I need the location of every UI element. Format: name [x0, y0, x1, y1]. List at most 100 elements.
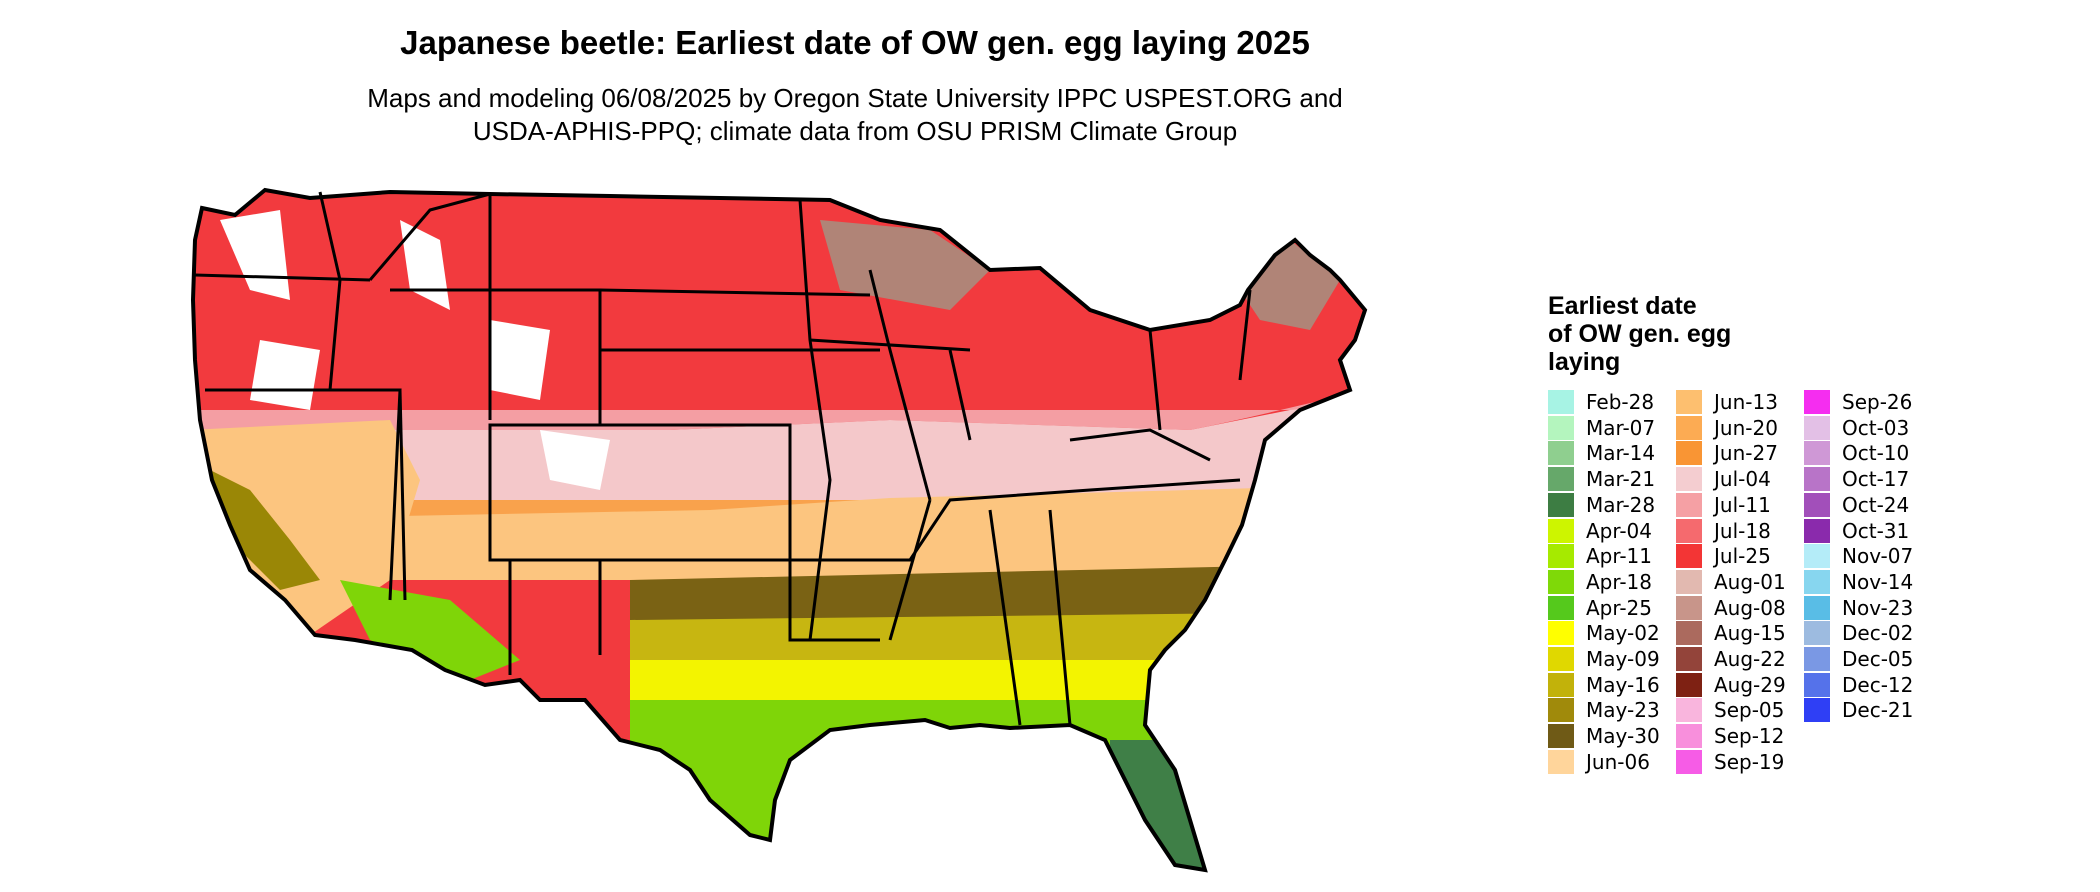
legend-label: Jul-11 [1714, 492, 1771, 517]
border-nv-ut [398, 389, 407, 601]
legend-swatch [1676, 749, 1702, 774]
band-light-pink [193, 390, 1365, 500]
legend-swatch [1676, 647, 1702, 671]
legend-swatch [1804, 595, 1830, 620]
legend-label: Oct-31 [1842, 518, 1910, 543]
legend-swatch [1804, 621, 1830, 646]
border-wi-il [868, 269, 932, 501]
legend-swatch [1548, 415, 1574, 440]
legend-item: Jul-11 [1676, 492, 1771, 517]
legend-label: Jun-06 [1586, 749, 1650, 774]
legend-title-line-3: laying [1548, 348, 1621, 376]
legend-label: Nov-14 [1842, 569, 1914, 594]
legend-item: Oct-31 [1804, 518, 1910, 543]
legend-item: Sep-26 [1804, 390, 1912, 414]
legend-swatch [1804, 492, 1830, 517]
legend-swatch [1548, 724, 1574, 749]
legend-item: Nov-07 [1804, 544, 1914, 569]
legend-swatch [1548, 672, 1574, 697]
legend-label: Apr-11 [1586, 544, 1652, 569]
legend-title-line-2: of OW gen. egg [1548, 320, 1732, 348]
legend-label: Dec-21 [1842, 698, 1914, 723]
legend-swatch [1548, 492, 1574, 517]
legend-label: May-16 [1586, 672, 1660, 697]
patch-colorado [540, 430, 610, 490]
patch-maine [1240, 240, 1340, 330]
legend-label: Oct-24 [1842, 492, 1910, 517]
band-florida [1110, 740, 1210, 870]
legend-label: Mar-07 [1586, 415, 1656, 440]
border-ok [788, 425, 880, 642]
legend-item: Mar-07 [1548, 415, 1656, 440]
legend-label: Feb-28 [1586, 390, 1655, 414]
legend-swatch [1676, 569, 1702, 594]
legend-swatch [1804, 544, 1830, 569]
legend-item: Nov-14 [1804, 569, 1914, 594]
legend-swatch [1676, 467, 1702, 492]
band-pink [193, 360, 1365, 430]
legend-label: May-30 [1586, 724, 1660, 749]
legend-swatch [1548, 390, 1574, 414]
legend-swatch [1548, 544, 1574, 569]
legend-swatch [1548, 698, 1574, 723]
legend-item: Jun-27 [1676, 441, 1778, 466]
legend-item: Dec-12 [1804, 672, 1914, 697]
legend-swatch [1804, 390, 1830, 414]
legend-swatch [1804, 518, 1830, 543]
legend-label: Aug-22 [1714, 647, 1786, 671]
subtitle-line-1: Maps and modeling 06/08/2025 by Oregon S… [367, 83, 1343, 113]
legend-swatch [1548, 647, 1574, 671]
legend-label: Aug-08 [1714, 595, 1786, 620]
legend-item: Oct-24 [1804, 492, 1910, 517]
legend-label: Nov-07 [1842, 544, 1914, 569]
legend-label: Sep-12 [1714, 724, 1785, 749]
legend-item: Aug-29 [1676, 672, 1786, 697]
border-id-west [318, 191, 342, 391]
legend-label: Aug-15 [1714, 621, 1786, 646]
map-title: Japanese beetle: Earliest date of OW gen… [400, 24, 1310, 61]
legend-item: Nov-23 [1804, 595, 1913, 620]
legend-item: Dec-21 [1804, 698, 1914, 723]
legend-item: Dec-02 [1804, 621, 1914, 646]
legend-label: Sep-19 [1714, 749, 1785, 774]
legend-item: Jul-04 [1676, 467, 1771, 492]
legend-item: Dec-05 [1804, 647, 1913, 671]
legend-item: Aug-08 [1676, 595, 1786, 620]
legend-label: Apr-18 [1586, 569, 1652, 594]
legend-label: Oct-17 [1842, 467, 1910, 492]
legend-swatch [1804, 647, 1830, 671]
legend-title-line-1: Earliest date [1548, 292, 1697, 320]
legend-label: May-23 [1586, 698, 1660, 723]
band-gulf-green [630, 700, 1365, 870]
legend-label: Dec-12 [1842, 672, 1914, 697]
legend-item: Aug-01 [1676, 569, 1786, 594]
legend-item: Sep-05 [1676, 698, 1785, 723]
legend-item: Oct-17 [1804, 467, 1910, 492]
legend-label: Mar-14 [1586, 441, 1656, 466]
legend-swatch [1548, 467, 1574, 492]
band-tan [193, 480, 1365, 580]
legend-swatch [1676, 672, 1702, 697]
legend-label: Dec-02 [1842, 621, 1914, 646]
legend-item: May-02 [1548, 621, 1660, 646]
legend-item: Feb-28 [1548, 390, 1654, 414]
legend-item: Mar-14 [1548, 441, 1656, 466]
legend-swatch [1548, 441, 1574, 466]
border-sd-nd [599, 288, 871, 297]
legend-swatch [1676, 724, 1702, 749]
legend-item: Mar-21 [1548, 467, 1655, 492]
legend-swatch [1548, 518, 1574, 543]
band-ca-valley [210, 470, 320, 590]
legend-swatch [1804, 415, 1830, 440]
legend-swatch [1548, 621, 1574, 646]
legend-label: Sep-26 [1842, 390, 1913, 414]
band-az-green [340, 580, 520, 680]
border-mt-id [368, 192, 491, 281]
legend-swatch [1676, 595, 1702, 620]
legend-label: Jun-20 [1714, 415, 1778, 440]
legend-swatch [1676, 390, 1702, 414]
legend-swatch [1676, 415, 1702, 440]
border-tn-ky [790, 478, 1241, 562]
legend-label: Sep-05 [1714, 698, 1785, 723]
legend-swatch [1804, 698, 1830, 723]
